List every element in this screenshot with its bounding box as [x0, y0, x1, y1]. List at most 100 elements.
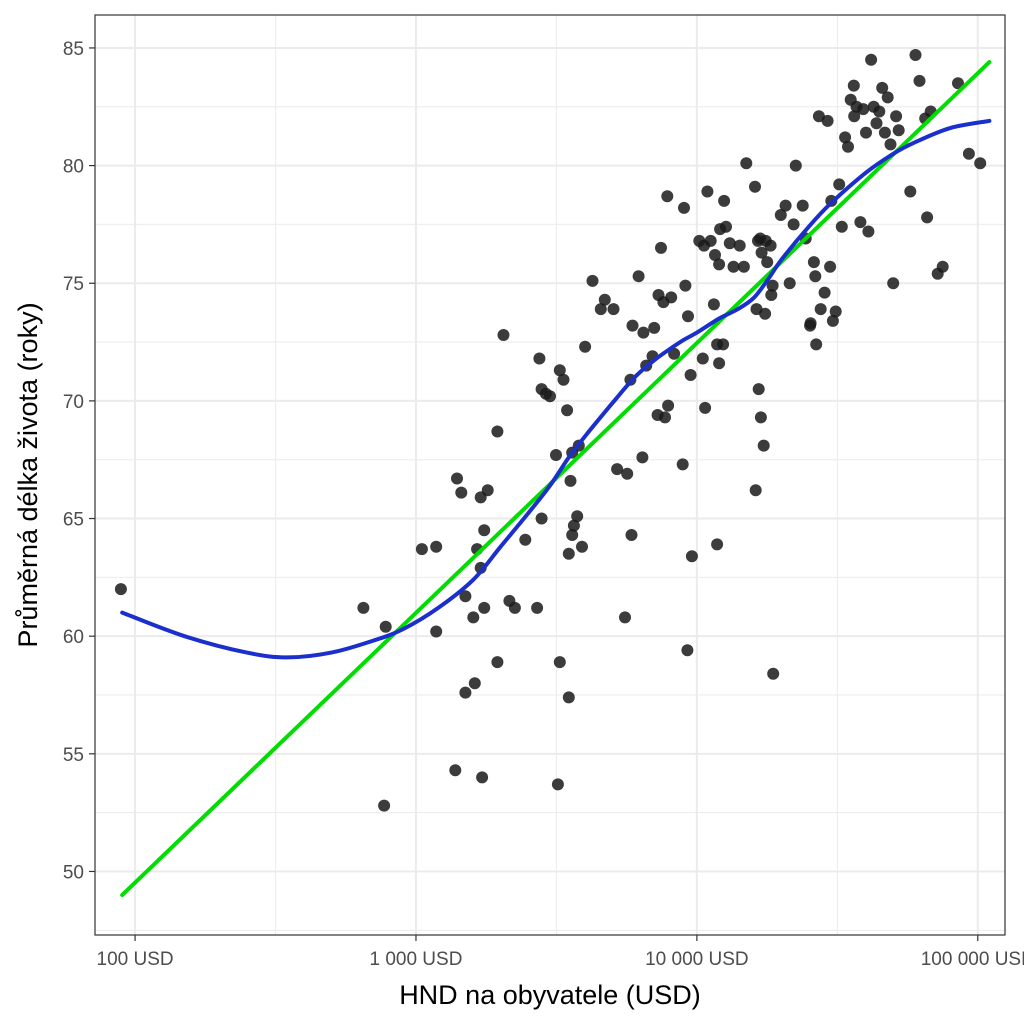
- data-point: [709, 249, 721, 261]
- data-point: [586, 274, 599, 287]
- data-point: [636, 451, 649, 464]
- data-point: [550, 449, 562, 461]
- data-point: [720, 220, 732, 233]
- data-point: [842, 140, 854, 153]
- x-tick-label: 1 000 USD: [369, 949, 462, 970]
- data-point: [787, 218, 800, 231]
- data-point: [833, 178, 846, 191]
- data-point: [707, 298, 720, 311]
- data-point: [804, 317, 817, 330]
- y-tick-label: 70: [63, 392, 84, 413]
- y-axis: 50 55 60 65 70 75 80 85: [63, 39, 95, 883]
- data-point: [459, 590, 472, 603]
- data-point: [598, 293, 611, 306]
- x-tick-label: 10 000 USD: [645, 949, 749, 970]
- data-point: [718, 194, 731, 207]
- data-point: [415, 543, 428, 556]
- data-point: [562, 691, 575, 704]
- data-point: [685, 550, 698, 563]
- data-point: [807, 256, 820, 269]
- data-point: [553, 656, 566, 669]
- major-grid: [95, 15, 1005, 935]
- x-tick-label: 100 000 USD: [921, 949, 1024, 970]
- data-point: [862, 225, 875, 238]
- data-point: [114, 583, 127, 596]
- data-point: [952, 77, 964, 90]
- data-point: [921, 211, 934, 224]
- data-point: [626, 319, 639, 332]
- data-point: [491, 656, 504, 669]
- data-point: [847, 79, 860, 92]
- data-point: [468, 677, 481, 690]
- data-point: [561, 404, 574, 417]
- y-tick-label: 85: [63, 39, 84, 60]
- data-point: [557, 373, 570, 386]
- data-point: [713, 258, 726, 271]
- data-point: [810, 338, 823, 351]
- y-tick-label: 50: [63, 862, 84, 883]
- data-point: [774, 209, 787, 221]
- data-point: [533, 352, 546, 365]
- data-point: [829, 305, 842, 318]
- data-point: [476, 771, 489, 784]
- data-point: [909, 49, 922, 61]
- data-point: [564, 474, 577, 487]
- data-point: [701, 185, 714, 198]
- data-point: [826, 314, 839, 327]
- data-point: [497, 329, 510, 341]
- data-point: [551, 778, 564, 791]
- data-point: [873, 105, 886, 118]
- data-point: [824, 260, 837, 273]
- data-point: [749, 484, 762, 497]
- data-point: [884, 138, 897, 151]
- data-point: [854, 216, 867, 229]
- data-point: [876, 81, 889, 94]
- data-point: [508, 601, 521, 614]
- data-point: [651, 409, 664, 421]
- data-point: [789, 159, 802, 172]
- data-point: [936, 260, 949, 273]
- data-point: [754, 411, 767, 424]
- data-point: [765, 289, 778, 301]
- data-point: [796, 199, 809, 212]
- data-point: [696, 352, 709, 365]
- data-point: [662, 399, 675, 412]
- data-point: [913, 74, 926, 87]
- x-axis-title: HND na obyvatele (USD): [399, 980, 701, 1010]
- data-point: [467, 611, 480, 624]
- data-point: [379, 620, 392, 633]
- data-point: [579, 340, 592, 353]
- data-point: [478, 524, 491, 537]
- data-point: [619, 611, 631, 624]
- smooth-fit-curve: [120, 118, 992, 660]
- data-point: [755, 246, 768, 259]
- data-point: [668, 347, 681, 360]
- data-point: [848, 110, 861, 123]
- data-point: [632, 270, 645, 283]
- data-point: [761, 256, 774, 269]
- data-point: [717, 338, 730, 351]
- data-point: [757, 439, 770, 452]
- data-point: [567, 519, 580, 532]
- data-point: [455, 486, 468, 499]
- data-point: [821, 114, 834, 127]
- data-point: [857, 103, 870, 116]
- data-point: [860, 126, 872, 139]
- data-point: [594, 303, 607, 316]
- data-point: [892, 124, 905, 137]
- data-point: [607, 303, 620, 316]
- data-point: [459, 686, 472, 699]
- data-point: [759, 307, 772, 320]
- data-point: [544, 390, 556, 403]
- data-point: [764, 239, 777, 252]
- data-point: [723, 237, 736, 250]
- data-point: [904, 185, 917, 198]
- data-point: [637, 326, 650, 339]
- data-point: [679, 279, 692, 292]
- data-point: [430, 625, 443, 638]
- data-point: [665, 291, 678, 304]
- data-point: [865, 53, 878, 66]
- data-point: [878, 126, 891, 139]
- data-point: [684, 369, 697, 381]
